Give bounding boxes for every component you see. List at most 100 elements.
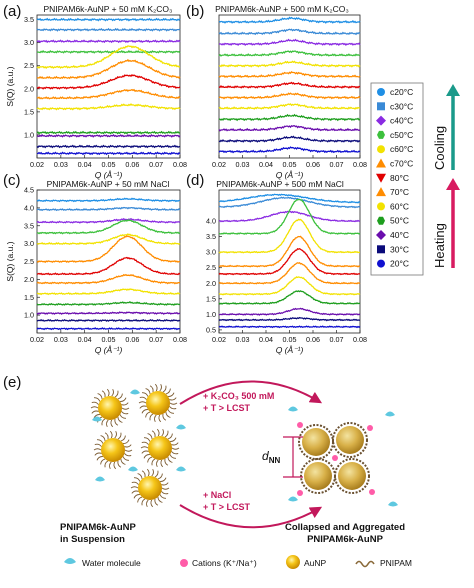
x-tick-label: 0.04 [259,335,273,344]
series-curve-c30°C [218,28,361,36]
series-curve-60°C [36,103,181,111]
series-curve-c40°C [218,38,361,47]
y-tick-label: 1.0 [24,130,34,139]
x-axis-label: Q (Å⁻¹) [95,170,123,180]
legend-label: 20°C [390,259,409,269]
pnipam-chain [123,439,130,444]
panel-e-label: (e) [3,374,21,391]
pnipam-chain [121,407,130,410]
legend-marker-circle [377,259,385,268]
cation [297,490,303,496]
legend-label: 60°C [390,201,409,211]
pnipam-chain [165,388,171,395]
legend-marker-diamond [376,115,386,126]
pnipam-chain [147,433,153,439]
y-tick-label: 1.5 [24,107,34,116]
pnipam-chain [131,490,139,494]
left-caption-line1: PNIPAM6k-AuNP [60,522,136,533]
y-tick-label: 1.0 [24,311,34,320]
series-curve-c60°C [36,233,181,245]
aunp-core [336,426,364,454]
pnipam-chain [164,430,169,438]
water-molecule [176,424,186,430]
series-curve-80°C [218,81,361,89]
pnipam-chain [147,456,153,463]
legend-label: c30°C [390,101,413,111]
panel-e: (e) + K₂CO₃ 500 mM + T > LCST + NaCl + T… [3,374,412,569]
x-axis-label: Q (Å⁻¹) [95,345,123,355]
legend-marker-circle [377,88,385,96]
series-curve-c50°C [36,49,181,54]
y-tick-label: 2.0 [24,275,34,284]
pnipam-chain [139,405,147,409]
y-tick-label: 3.0 [24,38,34,47]
pnipam-chain [109,461,112,470]
series-curve-c40°C [36,39,181,44]
series-curve-c70°C [219,235,361,268]
key-cations-label: Cations (K⁺/Na⁺) [192,558,257,568]
x-axis-label: Q (Å⁻¹) [276,345,304,355]
pnipam-chain [162,385,167,393]
series-curve-c20°C [36,197,181,203]
series-curve-c30°C [36,27,181,32]
pnipam-chain [154,414,157,423]
series-curve-c60°C [218,218,360,254]
pnipam-chain [114,390,119,398]
pnipam-chain [96,439,104,444]
series-curve-c40°C [218,210,361,223]
pnipam-chain [141,409,148,414]
pnipam-chain [160,477,167,482]
y-tick-label: 3.0 [24,239,34,248]
cation [297,422,303,428]
aunp-core [338,462,366,490]
pnipam-chain [94,443,102,447]
aunp-icon [286,555,300,569]
pnipam-chain [146,468,150,477]
side-arrows: Cooling Heating [432,84,460,268]
x-tick-label: 0.05 [283,335,297,344]
water-molecule [128,466,138,472]
series-curve-80°C [36,256,181,276]
legend-label: 70°C [390,187,409,197]
legend-marker-triangle-down [376,173,386,183]
pnipam-chain [154,498,159,506]
route-bottom-line1: + NaCl [203,490,231,500]
series-curve-30°C [36,318,181,323]
pnipam-chain [154,383,158,392]
pnipam-chain [154,470,159,478]
series-curve-70°C [36,273,181,285]
pnipam-chain [161,487,170,490]
collapsed-shell [332,422,368,458]
panel-c: (c) PNIPAM6k-AuNP + 50 mM NaCl 0.02 0.03 0… [3,172,187,355]
pnipam-chain [122,456,130,461]
pnipam-chain [117,460,122,468]
pnipam-chain [167,433,173,440]
series-curve-30°C [36,144,181,149]
pnipam-chain [157,497,163,503]
pnipam-chain [171,447,180,450]
suspended-nanoparticles [90,383,186,508]
pnipam-chain [111,388,114,397]
series-curve-40°C [36,311,181,315]
pnipam-chain [100,435,106,441]
cooling-arrowhead-icon [446,84,460,96]
y-tick-label: 1.0 [206,310,216,319]
panel-a-label: (a) [3,3,21,20]
cation [369,489,375,495]
legend-label: c50°C [390,130,413,140]
pnipam-chain [170,437,177,442]
pnipam-chain [130,486,139,489]
legend-label: c70°C [390,159,413,169]
pnipam-chain [117,432,122,440]
pnipam-chain [146,499,149,508]
pnipam-chain [120,435,126,442]
pnipam-chain [169,454,177,459]
y-tick-label: 2.0 [24,84,34,93]
collapsed-shell [334,458,370,494]
y-tick-label: 0.5 [206,325,216,334]
x-tick-label: 0.05 [283,160,297,169]
panel-c-label: (c) [3,172,21,189]
dnn-label: dNN [262,449,280,465]
y-tick-label: 2.5 [24,61,34,70]
route-top-arrow-icon [179,380,323,405]
